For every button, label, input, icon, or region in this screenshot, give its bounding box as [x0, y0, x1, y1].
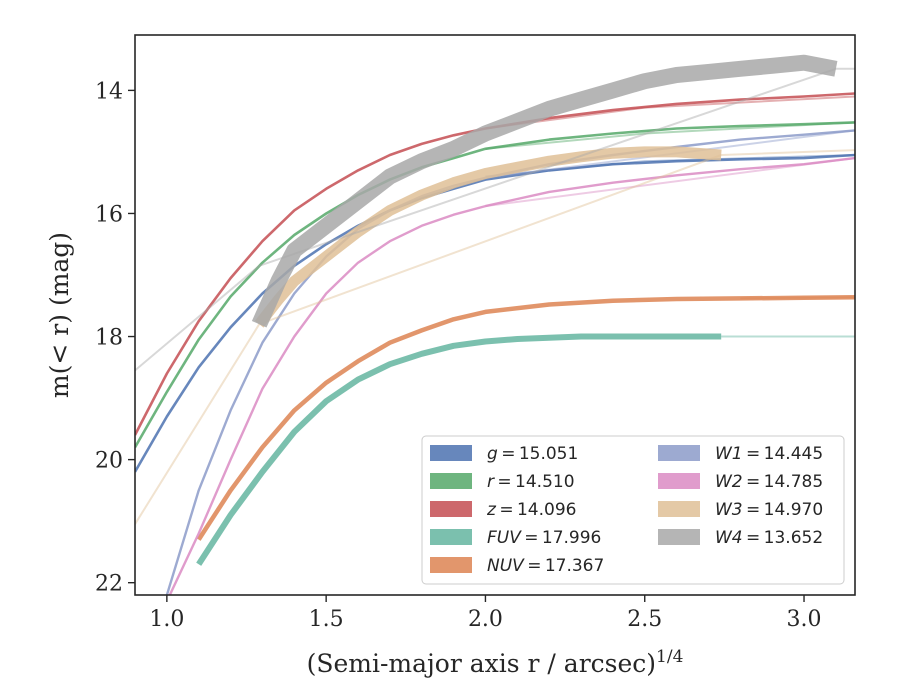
legend-swatch-g: [430, 445, 472, 461]
legend-label-nuv: NUV = 17.367: [487, 556, 604, 576]
series-line-w3: [254, 146, 722, 328]
legend-swatch-w3: [658, 501, 700, 517]
x-axis-label: (Semi-major axis r / arcsec)1/4: [307, 647, 684, 678]
series-line-w2: [168, 156, 855, 595]
legend-swatch-fuv: [430, 529, 472, 545]
legend-series-name: W1: [715, 444, 743, 464]
y-tick-label: 16: [95, 202, 123, 227]
ticks-layer: 1.0 1.5 2.0 2.5 3.0 14 16 18 20 22: [95, 79, 822, 632]
series-layer: [135, 54, 855, 595]
series-model-line-w3: [135, 149, 855, 525]
x-tick-label: 1.0: [149, 607, 184, 632]
legend-series-value: = 14.970: [743, 500, 824, 520]
legend-series-name: W2: [715, 472, 743, 492]
legend-label-g: g = 15.051: [487, 444, 578, 464]
legend-series-value: = 17.996: [521, 528, 602, 548]
series-line-z: [135, 92, 855, 436]
x-axis-label-text: (Semi-major axis r / arcsec): [307, 649, 656, 678]
legend-series-name: z: [486, 500, 497, 520]
legend-label-w1: W1 = 14.445: [715, 444, 823, 464]
x-tick-label: 3.0: [787, 607, 822, 632]
legend-label-w3: W3 = 14.970: [715, 500, 823, 520]
y-tick-label: 18: [95, 326, 123, 351]
series-line-fuv: [196, 333, 722, 566]
series-model-line-w4: [135, 67, 855, 372]
legend-series-name: g: [487, 444, 498, 464]
legend-series-name: W3: [715, 500, 743, 520]
legend-series-name: W4: [715, 528, 743, 548]
y-tick-label: 22: [95, 572, 123, 597]
legend-series-value: = 14.445: [743, 444, 824, 464]
x-tick-label: 2.5: [627, 607, 662, 632]
x-axis-label-superscript: 1/4: [656, 647, 683, 667]
x-tick-label: 1.5: [309, 607, 344, 632]
legend-series-value: = 13.652: [743, 528, 824, 548]
legend-swatch-z: [430, 501, 472, 517]
legend-swatch-r: [430, 473, 472, 489]
legend-series-value: = 14.510: [494, 472, 575, 492]
legend-label-w4: W4 = 13.652: [715, 528, 823, 548]
plot-frame: [134, 34, 856, 596]
legend-label-fuv: FUV = 17.996: [487, 528, 601, 548]
legend-label-r: r = 14.510: [487, 472, 575, 492]
x-tick-label: 2.0: [468, 607, 503, 632]
series-model-line-r: [485, 121, 855, 150]
legend-series-value: = 15.051: [498, 444, 579, 464]
legend-label-z: z = 14.096: [486, 500, 576, 520]
legend-swatch-nuv: [430, 557, 472, 573]
legend-series-name: NUV: [487, 556, 525, 576]
legend-label-w2: W2 = 14.785: [715, 472, 823, 492]
legend-series-value: = 14.096: [496, 500, 577, 520]
y-tick-label: 20: [95, 449, 123, 474]
series-line-nuv: [196, 294, 855, 541]
legend-swatch-w2: [658, 473, 700, 489]
series-line-w4: [251, 54, 838, 328]
legend-frame: [421, 435, 845, 585]
legend-series-value: = 14.785: [743, 472, 824, 492]
legend-series-value: = 17.367: [524, 556, 605, 576]
legend-swatch-w1: [658, 445, 700, 461]
legend-swatch-w4: [658, 529, 700, 545]
legend-series-name: r: [487, 472, 495, 492]
legend-series-name: FUV: [487, 528, 522, 548]
y-tick-label: 14: [95, 79, 123, 104]
y-axis-label: m(< r) (mag): [45, 232, 74, 398]
